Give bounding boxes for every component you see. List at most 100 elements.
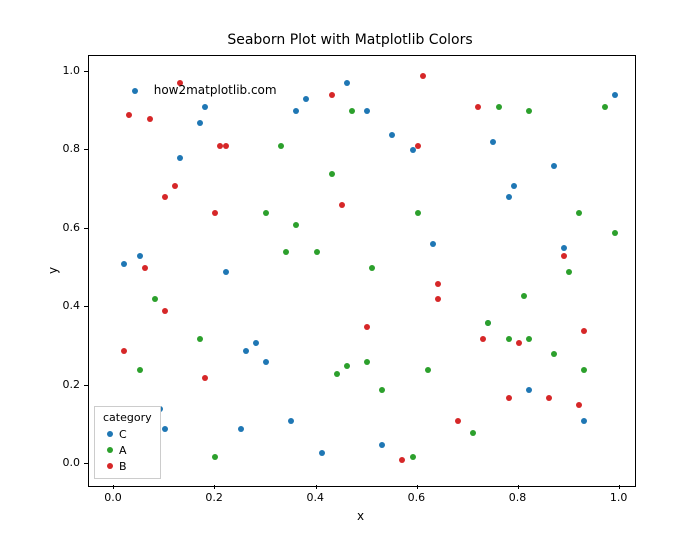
- data-point: [364, 324, 370, 330]
- data-point: [142, 265, 148, 271]
- data-point: [612, 92, 618, 98]
- data-point: [415, 210, 421, 216]
- data-point: [475, 104, 481, 110]
- data-point: [253, 340, 259, 346]
- x-tick-label: 0.8: [509, 491, 527, 504]
- legend-label: B: [119, 460, 127, 473]
- data-point: [581, 328, 587, 334]
- data-point: [283, 249, 289, 255]
- data-point: [223, 269, 229, 275]
- annotation-text: how2matplotlib.com: [154, 83, 277, 97]
- legend-item: A: [103, 442, 152, 458]
- data-point: [410, 454, 416, 460]
- legend-item: B: [103, 458, 152, 474]
- data-point: [379, 442, 385, 448]
- data-point: [223, 143, 229, 149]
- data-point: [132, 88, 138, 94]
- data-point: [496, 104, 502, 110]
- data-point: [202, 104, 208, 110]
- data-point: [243, 348, 249, 354]
- data-point: [389, 132, 395, 138]
- data-point: [334, 371, 340, 377]
- y-axis-label: y: [46, 267, 60, 274]
- chart-title: Seaborn Plot with Matplotlib Colors: [0, 32, 700, 48]
- data-point: [364, 108, 370, 114]
- data-point: [137, 253, 143, 259]
- y-tick: [84, 71, 88, 72]
- legend-title: category: [103, 411, 152, 424]
- y-tick: [84, 463, 88, 464]
- data-point: [551, 351, 557, 357]
- data-point: [162, 308, 168, 314]
- data-point: [263, 359, 269, 365]
- data-point: [546, 395, 552, 401]
- x-tick: [619, 485, 620, 489]
- legend-dot-icon: [107, 463, 113, 469]
- legend: category C A B: [94, 406, 161, 479]
- data-point: [490, 139, 496, 145]
- data-point: [293, 222, 299, 228]
- y-tick-label: 0.4: [63, 299, 81, 312]
- data-point: [137, 367, 143, 373]
- data-point: [506, 395, 512, 401]
- figure: Seaborn Plot with Matplotlib Colors x y …: [0, 0, 700, 560]
- data-point: [435, 281, 441, 287]
- data-point: [435, 296, 441, 302]
- x-tick-label: 1.0: [610, 491, 628, 504]
- y-tick: [84, 149, 88, 150]
- y-tick-label: 1.0: [63, 64, 81, 77]
- data-point: [147, 116, 153, 122]
- plot-area: [88, 55, 636, 487]
- y-tick-label: 0.6: [63, 221, 81, 234]
- data-point: [329, 92, 335, 98]
- data-point: [511, 183, 517, 189]
- data-point: [521, 293, 527, 299]
- x-tick: [316, 485, 317, 489]
- data-point: [278, 143, 284, 149]
- data-point: [526, 108, 532, 114]
- data-point: [602, 104, 608, 110]
- data-point: [329, 171, 335, 177]
- data-point: [197, 120, 203, 126]
- data-point: [576, 402, 582, 408]
- data-point: [202, 375, 208, 381]
- data-point: [293, 108, 299, 114]
- data-point: [561, 245, 567, 251]
- data-point: [172, 183, 178, 189]
- data-point: [612, 230, 618, 236]
- y-tick: [84, 306, 88, 307]
- data-point: [197, 336, 203, 342]
- data-point: [399, 457, 405, 463]
- data-point: [551, 163, 557, 169]
- data-point: [314, 249, 320, 255]
- x-tick-label: 0.0: [104, 491, 122, 504]
- data-point: [162, 426, 168, 432]
- data-point: [420, 73, 426, 79]
- data-point: [212, 454, 218, 460]
- y-tick: [84, 385, 88, 386]
- data-point: [212, 210, 218, 216]
- x-tick-label: 0.6: [408, 491, 426, 504]
- data-point: [126, 112, 132, 118]
- data-point: [480, 336, 486, 342]
- data-point: [238, 426, 244, 432]
- legend-dot-icon: [107, 447, 113, 453]
- x-axis-label: x: [357, 509, 364, 523]
- data-point: [425, 367, 431, 373]
- data-point: [581, 367, 587, 373]
- x-tick: [113, 485, 114, 489]
- y-tick-label: 0.0: [63, 456, 81, 469]
- y-tick-label: 0.2: [63, 378, 81, 391]
- data-point: [379, 387, 385, 393]
- data-point: [263, 210, 269, 216]
- data-point: [561, 253, 567, 259]
- data-point: [339, 202, 345, 208]
- data-point: [566, 269, 572, 275]
- data-point: [455, 418, 461, 424]
- y-tick: [84, 228, 88, 229]
- data-point: [303, 96, 309, 102]
- x-tick: [214, 485, 215, 489]
- legend-label: C: [119, 428, 127, 441]
- x-tick-label: 0.4: [307, 491, 325, 504]
- data-point: [369, 265, 375, 271]
